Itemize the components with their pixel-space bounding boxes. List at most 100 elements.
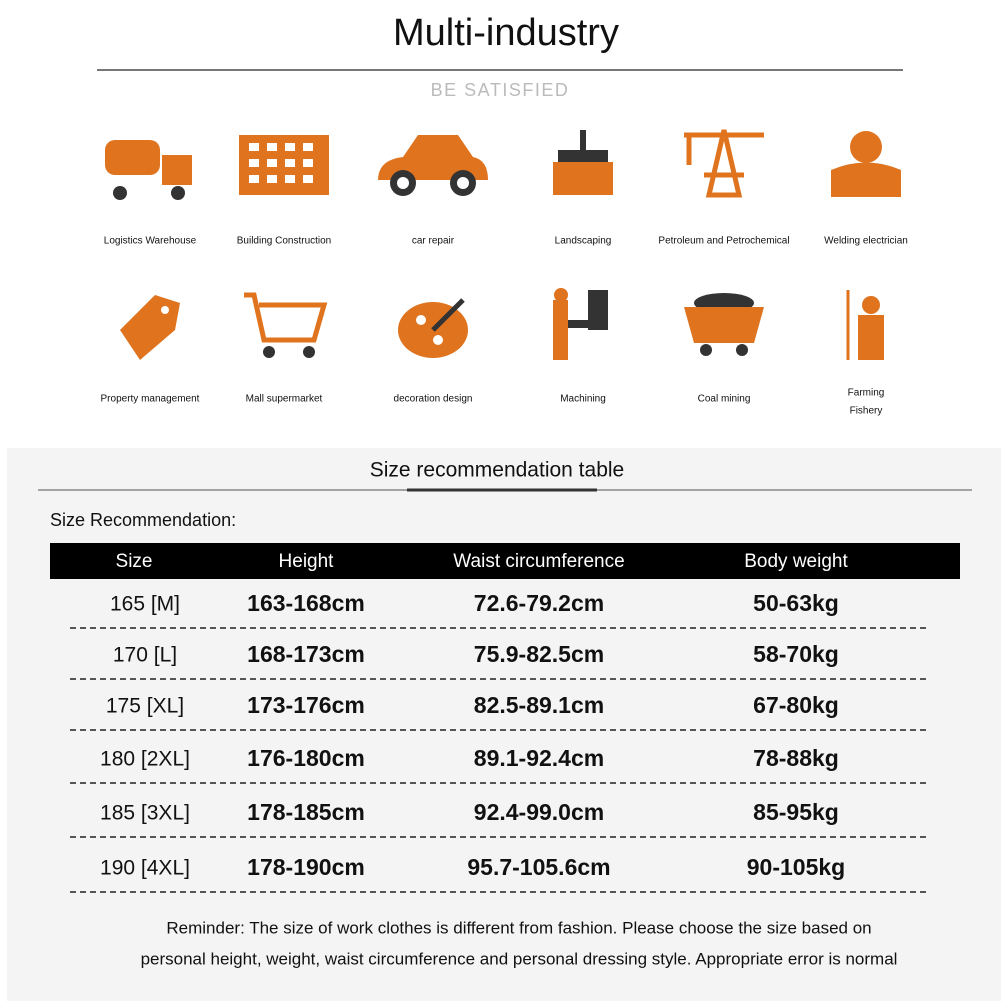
column-header: Body weight <box>744 551 848 572</box>
table-cell: 173-176cm <box>247 692 365 718</box>
column-header: Size <box>116 551 153 572</box>
industry-label: car repair <box>412 236 455 247</box>
icon-part <box>244 292 328 343</box>
icon-part <box>700 344 712 356</box>
icon-part <box>113 186 127 200</box>
icon-part <box>858 315 884 360</box>
icon-part <box>161 306 169 314</box>
industry-label: Landscaping <box>555 236 612 247</box>
table-cell: 67-80kg <box>753 692 839 718</box>
table-cell: 178-185cm <box>247 799 365 825</box>
industry-label: Welding electrician <box>824 236 908 247</box>
icon-part <box>249 159 259 167</box>
icon-part <box>736 344 748 356</box>
icon-part <box>553 162 613 195</box>
table-cell: 95.7-105.6cm <box>467 854 610 880</box>
size-cell: 165 [M] <box>110 593 180 616</box>
icon-part <box>684 129 764 198</box>
icon-part <box>554 288 568 302</box>
industry-icon <box>553 288 608 360</box>
industry-icon <box>846 290 884 360</box>
icon-part <box>558 320 608 328</box>
size-cell: 190 [4XL] <box>100 857 190 880</box>
icon-part <box>457 177 469 189</box>
industry-grid: Logistics Warehouse Building Construction… <box>101 129 908 417</box>
icon-part <box>267 159 277 167</box>
industry-icon <box>120 295 180 360</box>
icon-part <box>285 175 295 183</box>
icon-part <box>433 335 443 345</box>
size-cell: 185 [3XL] <box>100 802 190 825</box>
table-cell: 82.5-89.1cm <box>474 692 604 718</box>
icon-part <box>303 346 315 358</box>
table-cell: 90-105kg <box>747 854 845 880</box>
icon-part <box>397 177 409 189</box>
icon-part <box>267 143 277 151</box>
icon-part <box>249 143 259 151</box>
industry-icon <box>239 135 329 195</box>
reminder: personal height, weight, waist circumfer… <box>141 949 898 968</box>
table-title: Size recommendation table <box>370 459 624 482</box>
icon-part <box>850 131 882 163</box>
icon-part <box>580 130 586 150</box>
industry-icon <box>831 131 901 197</box>
table-cell: 168-173cm <box>247 641 365 667</box>
icon-part <box>263 346 275 358</box>
icon-part <box>267 175 277 183</box>
table-caption: Size Recommendation: <box>50 510 236 530</box>
icon-part <box>303 159 313 167</box>
table-cell: 92.4-99.0cm <box>474 799 604 825</box>
title: Multi-industry <box>393 12 619 54</box>
industry-icon <box>684 129 764 198</box>
industry-label: Machining <box>560 394 606 405</box>
industry-label: Logistics Warehouse <box>104 236 197 247</box>
icon-part <box>303 175 313 183</box>
icon-part <box>416 315 426 325</box>
table-cell: 78-88kg <box>753 745 839 771</box>
table-cell: 72.6-79.2cm <box>474 590 604 616</box>
industry-icon <box>398 298 468 358</box>
table-cell: 178-190cm <box>247 854 365 880</box>
column-header: Height <box>279 551 335 572</box>
industry-label: Farming <box>848 388 885 399</box>
industry-label: Mall supermarket <box>246 394 323 405</box>
icon-part <box>378 135 488 180</box>
icon-part <box>862 296 880 314</box>
industry-icon <box>378 135 488 196</box>
industry-label: Fishery <box>850 406 883 417</box>
icon-part <box>285 143 295 151</box>
icon-part <box>431 298 465 332</box>
icon-part <box>303 143 313 151</box>
industry-label: Property management <box>101 394 200 405</box>
table-cell: 75.9-82.5cm <box>474 641 604 667</box>
icon-part <box>558 150 608 162</box>
table-header <box>50 543 960 579</box>
icon-part <box>831 162 901 197</box>
industry-label: decoration design <box>394 394 473 405</box>
industry-label: Coal mining <box>698 394 751 405</box>
size-cell: 170 [L] <box>113 644 177 667</box>
table-cell: 163-168cm <box>247 590 365 616</box>
industry-icon <box>244 292 328 358</box>
size-table: Size Height Waist circumference Body weight… <box>70 551 930 968</box>
table-cell: 176-180cm <box>247 745 365 771</box>
icon-part <box>162 155 192 185</box>
industry-label: Petroleum and Petrochemical <box>658 236 789 247</box>
icon-part <box>684 307 764 343</box>
table-cell: 85-95kg <box>753 799 839 825</box>
table-cell: 58-70kg <box>753 641 839 667</box>
size-cell: 175 [XL] <box>106 695 184 718</box>
industry-label: Building Construction <box>237 236 332 247</box>
icon-part <box>249 175 259 183</box>
industry-icon <box>684 293 764 356</box>
industry-icon <box>553 130 613 195</box>
icon-part <box>171 186 185 200</box>
subtitle: BE SATISFIED <box>431 80 570 100</box>
icon-part <box>553 300 568 360</box>
icon-part <box>120 295 180 360</box>
reminder: Reminder: The size of work clothes is di… <box>166 918 871 937</box>
table-panel <box>7 448 1001 1001</box>
icon-part <box>285 159 295 167</box>
